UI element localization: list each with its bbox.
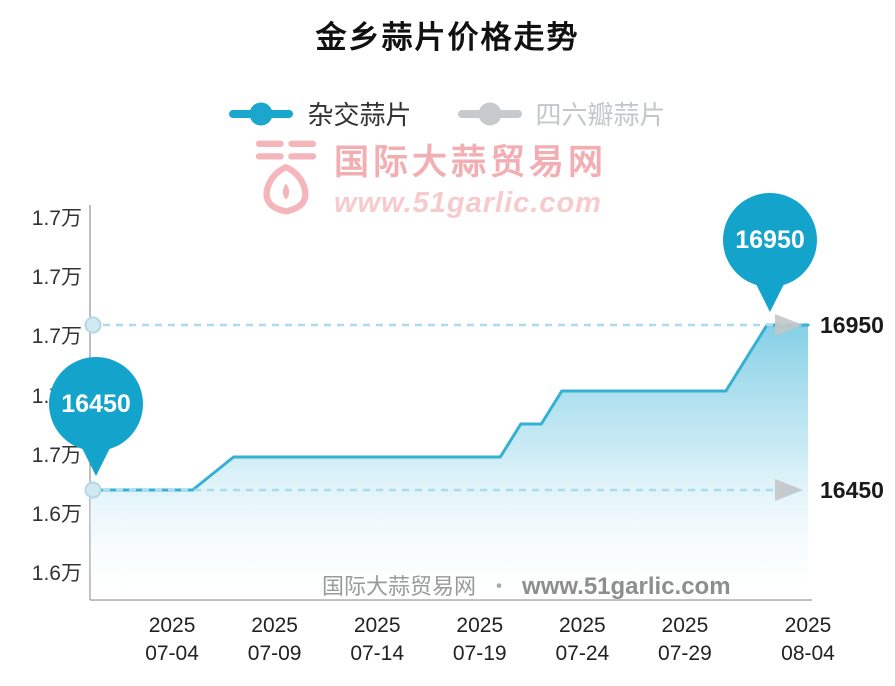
legend-item-hybrid-garlic[interactable]: 杂交蒜片 <box>229 95 412 132</box>
watermark-url: www.51garlic.com <box>334 187 602 219</box>
garlic-logo-icon <box>255 140 317 215</box>
chart-legend: 杂交蒜片 四六瓣蒜片 <box>0 95 895 132</box>
x-axis-tick-label: 2025 08-04 <box>781 614 835 666</box>
reference-dot-icon <box>84 481 102 499</box>
legend-label-hybrid: 杂交蒜片 <box>307 100 412 130</box>
y-axis-tick-label: 1.7万 <box>31 266 82 290</box>
legend-dot-icon <box>478 102 501 125</box>
y-axis-tick-label: 1.7万 <box>31 443 82 467</box>
y-axis-tick-label: 1.6万 <box>31 502 82 526</box>
arrow-right-icon <box>775 314 803 336</box>
chart-footer-watermark: 国际大蒜贸易网 ・ www.51garlic.com <box>322 569 731 601</box>
x-axis-tick-label: 2025 07-24 <box>555 614 610 666</box>
y-axis-tick-label: 1.7万 <box>31 325 82 349</box>
reference-layer <box>84 314 803 501</box>
area-fill <box>90 325 808 600</box>
legend-label-sixclove: 四六瓣蒜片 <box>535 100 666 130</box>
footer-url: www.51garlic.com <box>522 573 731 600</box>
site-watermark: 国际大蒜贸易网 www.51garlic.com <box>250 134 607 222</box>
page-title: 金乡蒜片价格走势 <box>315 20 580 55</box>
x-axis-tick-label: 2025 07-19 <box>452 614 507 666</box>
legend-item-sixclove-garlic[interactable]: 四六瓣蒜片 <box>457 95 666 132</box>
end-price-value: 16950 <box>735 225 805 254</box>
price-line <box>88 323 810 492</box>
footer-site-name: 国际大蒜贸易网 <box>322 574 477 599</box>
start-price-value: 16450 <box>61 389 131 418</box>
x-axis-tick-label: 2025 07-29 <box>658 614 712 666</box>
legend-line-icon <box>457 102 522 125</box>
y-axis-tick-label: 1.7万 <box>31 207 82 230</box>
end-price-marker: 16950 <box>723 193 817 287</box>
start-price-marker: 16450 <box>49 357 143 451</box>
y-axis-tick-label: 1.6万 <box>31 562 82 586</box>
reference-value-label: 16450 <box>820 477 884 503</box>
x-axis-tick-label: 2025 07-09 <box>247 614 302 666</box>
x-axis-tick-label: 2025 07-14 <box>350 614 405 666</box>
reference-value-label: 16950 <box>820 312 884 338</box>
watermark-site-name: 国际大蒜贸易网 <box>334 143 608 182</box>
legend-dot-icon <box>249 102 273 125</box>
reference-dot-icon <box>84 316 102 334</box>
x-axis-tick-label: 2025 07-04 <box>145 614 199 666</box>
footer-separator: ・ <box>488 574 511 599</box>
legend-line-icon <box>229 102 294 125</box>
arrow-right-icon <box>775 479 803 501</box>
